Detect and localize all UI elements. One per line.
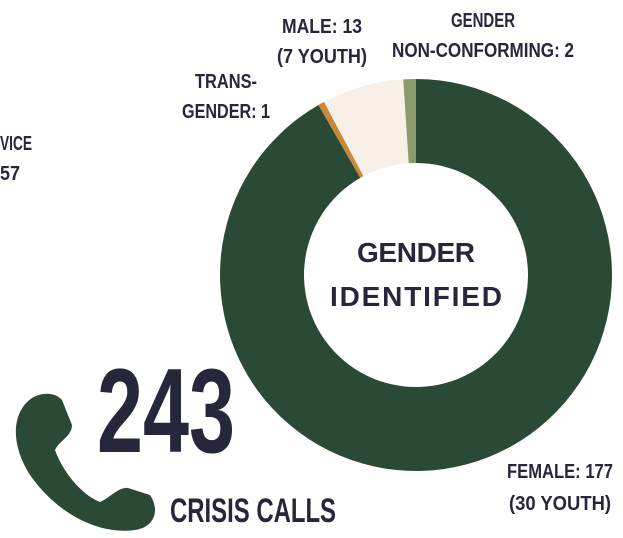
slice-label: GENDER: 1: [182, 101, 270, 123]
slice-label: FEMALE: 177: [507, 461, 613, 483]
phone-icon: [15, 393, 155, 531]
donut-slice: [318, 101, 364, 178]
slice-label: NON-CONFORMING: 2: [392, 40, 574, 62]
cut-off-text: 57: [0, 163, 20, 185]
calls-label: CRISIS CALLS: [170, 492, 336, 530]
donut-chart: [219, 79, 613, 471]
slice-label: GENDER: [451, 10, 515, 32]
donut-slice: [219, 79, 613, 471]
calls-count: 243: [97, 344, 235, 478]
slice-label: TRANS-: [195, 71, 257, 93]
cut-off-text: VICE: [0, 133, 32, 155]
donut-slice: [403, 79, 416, 164]
center-label: IDENTIFIED: [330, 281, 502, 312]
slice-label: MALE: 13: [282, 16, 362, 38]
slice-label: (30 YOUTH): [509, 493, 611, 515]
slice-label: (7 YOUTH): [277, 46, 367, 68]
donut-slice: [324, 79, 409, 177]
center-label: GENDER: [357, 237, 475, 268]
